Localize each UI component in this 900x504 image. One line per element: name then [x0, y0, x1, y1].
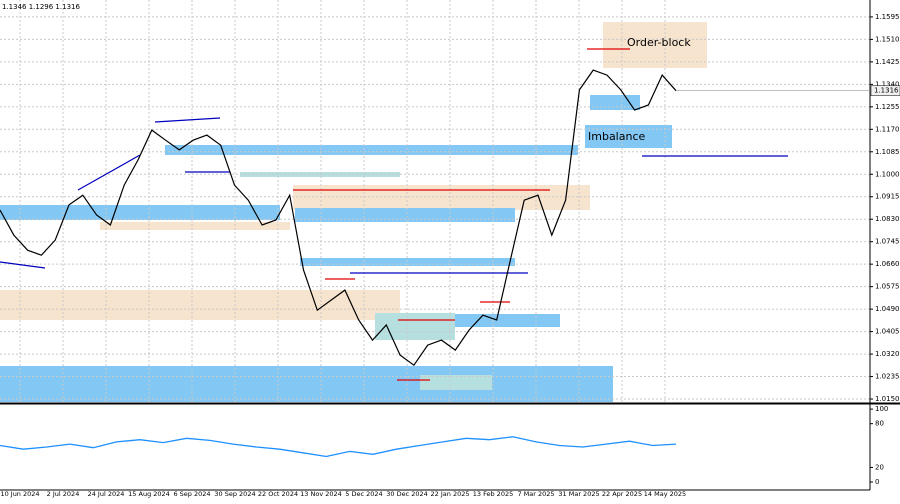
y-tick-label: 1.0830	[875, 215, 900, 223]
grid	[0, 0, 870, 403]
zone	[0, 366, 613, 402]
x-tick-label: 6 Sep 2024	[173, 490, 210, 498]
x-tick-label: 13 Nov 2024	[300, 490, 342, 498]
levels	[0, 48, 788, 381]
y-tick-label: 1.0915	[875, 193, 900, 201]
y-tick-label: 80	[875, 420, 884, 428]
y-tick-label: 1.1425	[875, 58, 900, 66]
x-tick-label: 31 Mar 2025	[558, 490, 599, 498]
y-tick-label: 1.0745	[875, 238, 900, 246]
y-tick-label: 1.0320	[875, 350, 900, 358]
y-tick-label: 1.0575	[875, 283, 900, 291]
y-tick-label: 1.0660	[875, 260, 900, 268]
imbalance-zone	[165, 145, 578, 155]
price-line	[0, 69, 677, 367]
zone	[420, 375, 492, 390]
y-tick-label: 1.0150	[875, 395, 900, 403]
zone	[0, 205, 280, 220]
x-tick-label: 7 Mar 2025	[517, 490, 554, 498]
trend-line	[77, 154, 141, 191]
x-tick-label: 22 Jan 2025	[431, 490, 470, 498]
last-price-label: 1.1316	[874, 87, 899, 95]
y-tick-label: 1.0405	[875, 328, 900, 336]
x-tick-label: 10 Jun 2024	[0, 490, 39, 498]
y-tick-label: 1.0490	[875, 305, 900, 313]
zone	[295, 208, 515, 222]
y-tick-label: 1.1340	[875, 80, 900, 88]
x-tick-label: 15 Aug 2024	[128, 490, 170, 498]
price-line	[0, 436, 677, 458]
y-tick-label: 1.1000	[875, 170, 900, 178]
x-tick-label: 2 Jul 2024	[47, 490, 80, 498]
annotation: Imbalance	[588, 130, 645, 143]
x-tick-label: 14 May 2025	[644, 490, 686, 498]
x-tick-label: 5 Dec 2024	[345, 490, 382, 498]
x-tick-label: 30 Dec 2024	[386, 490, 428, 498]
zone	[0, 290, 400, 320]
y-tick-label: 1.1170	[875, 125, 900, 133]
y-tick-label: 1.0235	[875, 373, 900, 381]
zone	[100, 222, 290, 230]
zone	[375, 313, 455, 340]
x-tick-label: 22 Apr 2025	[602, 490, 642, 498]
y-tick-label: 0	[875, 478, 879, 486]
y-tick-label: 20	[875, 463, 884, 471]
annotation: Order-block	[627, 36, 691, 49]
x-tick-label: 30 Sep 2024	[214, 490, 255, 498]
y-tick-label: 1.1595	[875, 13, 900, 21]
order-block-zone	[603, 22, 707, 68]
x-tick-label: 22 Oct 2024	[258, 490, 298, 498]
trend-line	[0, 261, 46, 269]
x-tick-label: 24 Jul 2024	[88, 490, 125, 498]
last-price-box	[870, 85, 900, 96]
y-tick-label: 1.1085	[875, 148, 900, 156]
zone	[293, 185, 590, 210]
header: 1.1346 1.1296 1.1316	[2, 3, 80, 11]
y-tick-label: 1.1255	[875, 103, 900, 111]
y-tick-label: 100	[875, 405, 888, 413]
trend-line	[154, 117, 221, 123]
y-tick-label: 1.1510	[875, 35, 900, 43]
imbalance-zone	[585, 125, 672, 148]
x-tick-label: 13 Feb 2025	[473, 490, 513, 498]
